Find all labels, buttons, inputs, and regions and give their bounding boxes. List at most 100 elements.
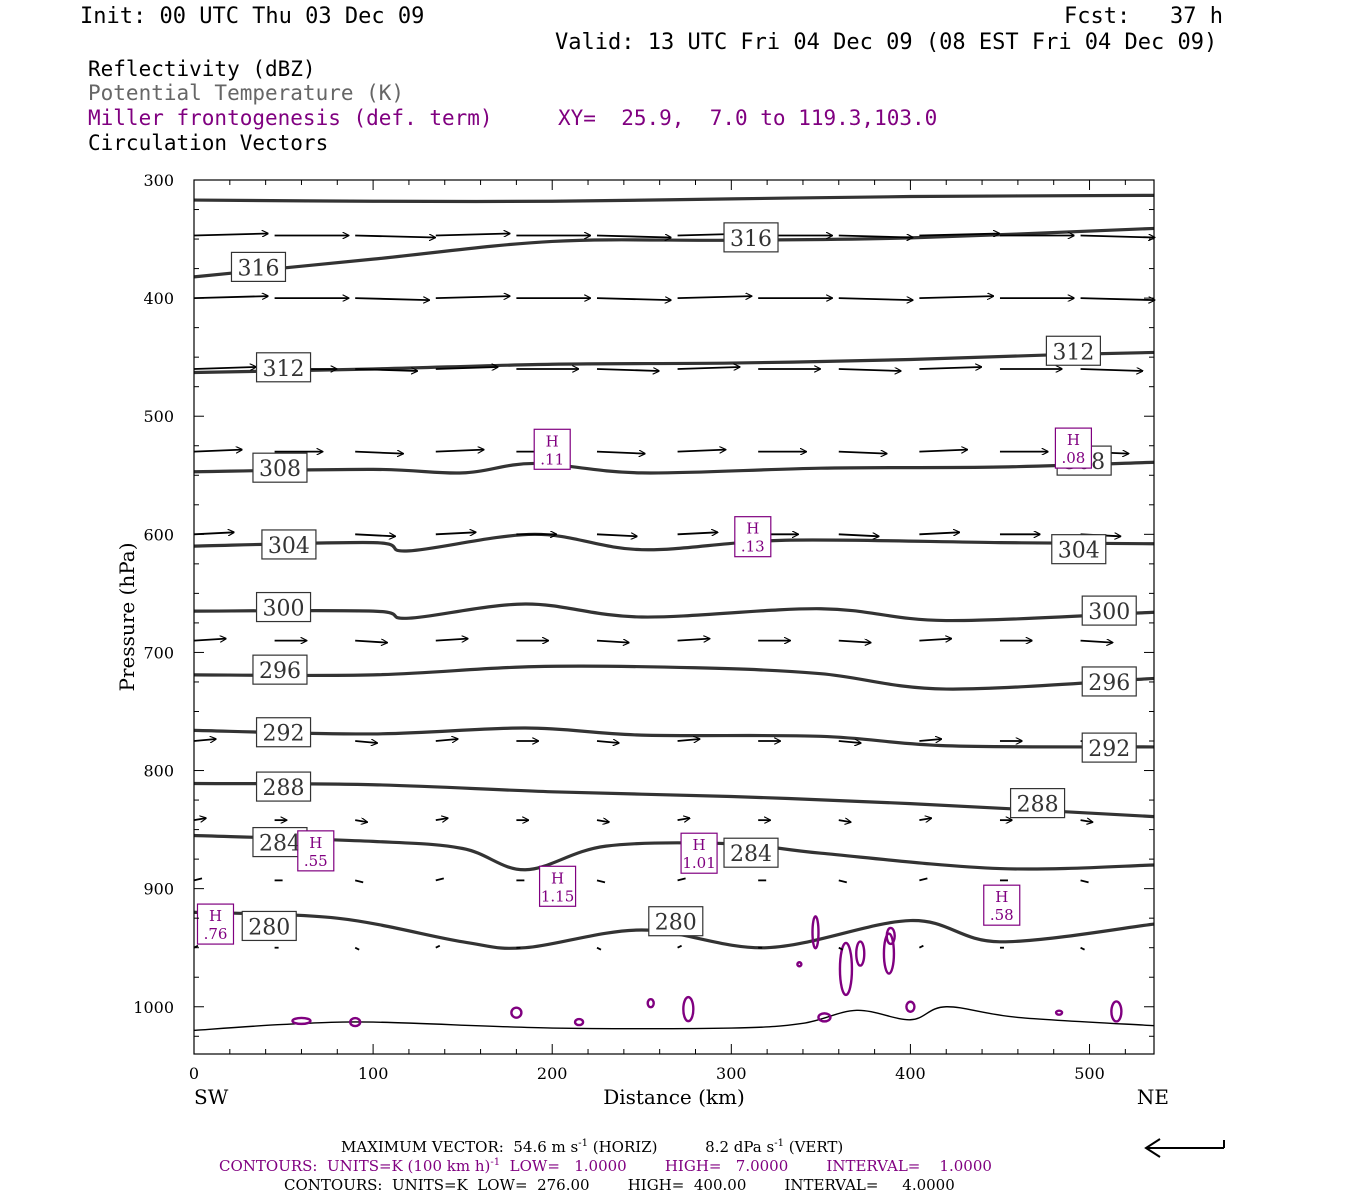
theta-label-box bbox=[241, 910, 297, 942]
theta-label-box bbox=[255, 771, 312, 802]
circulation-vector bbox=[838, 298, 913, 300]
circulation-vector bbox=[677, 296, 752, 298]
circulation-vector bbox=[919, 739, 941, 741]
circulation-vector bbox=[1080, 369, 1143, 371]
circulation-vector bbox=[919, 234, 999, 236]
circulation-vector bbox=[355, 641, 387, 643]
legend-frontogenesis: Miller frontogenesis (def. term) bbox=[88, 106, 493, 130]
circulation-vector bbox=[193, 234, 268, 236]
frontogenesis-max-box bbox=[983, 884, 1021, 926]
x-tick-label: 300 bbox=[716, 1064, 747, 1083]
circulation-vector bbox=[919, 296, 993, 298]
circulation-vector bbox=[355, 298, 429, 300]
circulation-vector bbox=[193, 450, 242, 452]
theta-label-box bbox=[1045, 335, 1102, 366]
theta-label: 304 bbox=[1058, 539, 1100, 564]
circulation-vector bbox=[677, 944, 682, 949]
circulation-vector bbox=[193, 296, 268, 298]
circulation-vector bbox=[838, 452, 887, 454]
circulation-vector bbox=[919, 877, 928, 882]
terrain-surface-line bbox=[193, 1006, 1155, 1032]
frontogenesis-max-box bbox=[533, 428, 571, 470]
x-tick-label: 500 bbox=[1074, 1064, 1105, 1083]
circulation-vector bbox=[193, 818, 206, 820]
theta-label-box bbox=[1051, 534, 1107, 565]
circulation-vector bbox=[677, 818, 690, 820]
frontogenesis-contour bbox=[817, 1012, 832, 1023]
circulation-vector bbox=[919, 367, 981, 369]
theta-label: 292 bbox=[1088, 737, 1130, 762]
theta-label-box bbox=[1081, 732, 1137, 763]
theta-label-box bbox=[1081, 595, 1137, 626]
frontogenesis-contour bbox=[838, 941, 854, 997]
frontogenesis-max-letter: H bbox=[309, 834, 322, 852]
frontogenesis-max-letter: H bbox=[995, 888, 1008, 906]
theta-label: 280 bbox=[248, 915, 290, 940]
frontogenesis-contour bbox=[885, 926, 896, 946]
theta-label: 284 bbox=[259, 832, 301, 857]
y-tick-label: 300 bbox=[143, 171, 174, 190]
circulation-vector bbox=[838, 741, 861, 743]
frontogenesis-contour bbox=[796, 961, 803, 968]
y-tick-label: 400 bbox=[143, 289, 174, 308]
circulation-vector bbox=[435, 944, 441, 949]
x-tick-label: 400 bbox=[895, 1064, 926, 1083]
theta-contour-288 bbox=[193, 781, 1155, 819]
frontogenesis-contour bbox=[811, 915, 820, 950]
circulation-vector bbox=[435, 532, 476, 534]
circulation-vector bbox=[919, 818, 931, 820]
y-tick-label: 900 bbox=[143, 880, 174, 899]
circulation-vector bbox=[838, 879, 847, 884]
x-tick-label: 0 bbox=[189, 1064, 199, 1083]
frontogenesis-max-value: .08 bbox=[1061, 449, 1085, 467]
circulation-vector bbox=[1080, 879, 1089, 884]
theta-label: 312 bbox=[1052, 340, 1094, 365]
circulation-vector bbox=[838, 946, 844, 951]
frontogenesis-max-value: .58 bbox=[990, 906, 1014, 924]
theta-label-box bbox=[252, 452, 308, 483]
x-tick-label: 200 bbox=[537, 1064, 568, 1083]
circulation-vector bbox=[677, 367, 740, 369]
circulation-vector bbox=[193, 367, 256, 369]
circulation-vector bbox=[596, 641, 629, 643]
theta-label: 300 bbox=[1088, 600, 1130, 625]
circulation-vector bbox=[596, 534, 637, 536]
circulation-vector bbox=[838, 236, 913, 238]
circulation-vector bbox=[355, 369, 417, 371]
circulation-vector bbox=[1080, 298, 1155, 300]
circulation-vector bbox=[838, 369, 901, 371]
frontogenesis-max-letter: H bbox=[209, 907, 222, 925]
circulation-vector bbox=[435, 739, 458, 741]
frontogenesis-max-box bbox=[680, 832, 718, 874]
forecast-hour: Fcst: 37 h bbox=[1064, 4, 1223, 29]
theta-label: 304 bbox=[268, 534, 310, 559]
theta-contour-284 bbox=[193, 833, 1155, 872]
circulation-vector bbox=[193, 877, 203, 882]
circulation-vector bbox=[677, 639, 710, 641]
frontogenesis-max-box bbox=[297, 830, 335, 872]
theta-label-box bbox=[261, 529, 317, 560]
circulation-vector bbox=[596, 946, 602, 951]
y-axis-label: Pressure (hPa) bbox=[115, 543, 139, 692]
circulation-vector bbox=[355, 820, 367, 822]
theta-label: 280 bbox=[655, 911, 697, 936]
theta-label: 296 bbox=[259, 659, 301, 684]
y-tick-label: 600 bbox=[143, 525, 174, 544]
theta-label: 288 bbox=[1017, 793, 1059, 818]
circulation-vector bbox=[435, 296, 510, 298]
x-axis-label: Distance (km) bbox=[603, 1085, 745, 1109]
y-tick-label: 1000 bbox=[133, 998, 174, 1017]
theta-contour-300 bbox=[193, 602, 1155, 623]
circulation-vector bbox=[596, 879, 606, 884]
circulation-vector bbox=[838, 641, 871, 643]
legend-theta: Potential Temperature (K) bbox=[88, 81, 405, 105]
frontogenesis-contour bbox=[646, 998, 655, 1009]
circulation-vector bbox=[596, 741, 619, 743]
circulation-vector bbox=[919, 450, 967, 452]
frontogenesis-max-letter: H bbox=[746, 520, 759, 538]
circulation-vector bbox=[677, 450, 726, 452]
theta-label-box bbox=[1009, 788, 1066, 819]
theta-label-box bbox=[252, 654, 308, 685]
frontogenesis-max-box bbox=[196, 903, 235, 945]
valid-time: Valid: 13 UTC Fri 04 Dec 09 (08 EST Fri … bbox=[555, 30, 1218, 55]
